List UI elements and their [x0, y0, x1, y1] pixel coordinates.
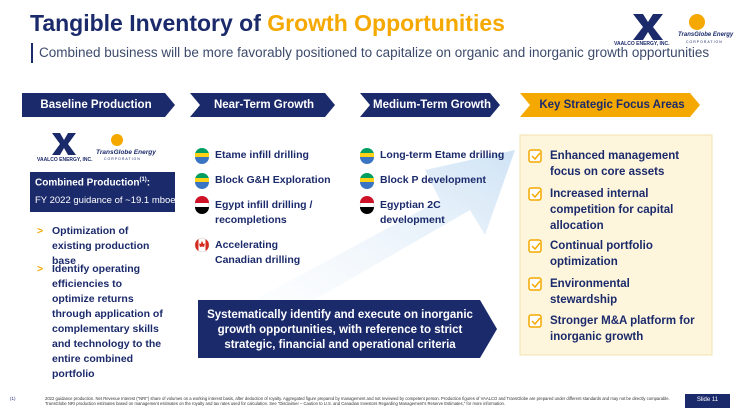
box-label: Combined Production(1):	[35, 177, 151, 189]
logo: VAALCO ENERGY, INC.	[37, 157, 93, 163]
logo: TransGlobe Energy	[678, 32, 734, 38]
focus-item: Environmental stewardship	[550, 278, 630, 306]
column-heading: Baseline Production	[40, 99, 152, 111]
logo: VAALCO ENERGY, INC.	[614, 41, 670, 47]
bullet: > Identify operating efficiencies to opti…	[37, 263, 163, 380]
footnote: 2022 guidance production. Net Revenue In…	[45, 396, 670, 406]
item: Egypt infill drilling / recompletions	[215, 199, 313, 226]
footnote-marker: (1)	[10, 396, 16, 401]
title: Tangible Inventory of Growth Opportuniti…	[30, 10, 505, 36]
focus-item: Continual portfolio optimization	[550, 240, 653, 268]
subtitle: Combined business will be more favorably…	[39, 45, 710, 60]
callout: Systematically identify and execute on i…	[207, 309, 473, 351]
item: Block P development	[380, 174, 487, 186]
logo: TransGlobe Energy	[96, 149, 156, 156]
item: Long-term Etame drilling	[380, 149, 505, 161]
logo-sub: CORPORATION	[104, 157, 141, 161]
bullet: > Optimization of existing production bas…	[37, 225, 150, 267]
item: Accelerating Canadian drilling	[215, 239, 301, 266]
focus-item: Stronger M&A platform for inorganic grow…	[550, 315, 695, 343]
item: Etame infill drilling	[215, 149, 309, 161]
box-text: FY 2022 guidance of ~19.1 mboe/d	[35, 195, 184, 206]
slide-number: Slide 11	[696, 397, 719, 403]
item: Block G&H Exploration	[215, 174, 331, 186]
column-heading: Medium-Term Growth	[373, 99, 491, 111]
column-heading: Key Strategic Focus Areas	[539, 99, 685, 111]
focus-item: Increased internal competition for capit…	[550, 188, 674, 232]
logo-sub: CORPORATION	[686, 40, 723, 44]
column-heading: Near-Term Growth	[213, 99, 315, 111]
focus-item: Enhanced management focus on core assets	[550, 150, 680, 178]
item: Egyptian 2C development	[380, 199, 445, 226]
